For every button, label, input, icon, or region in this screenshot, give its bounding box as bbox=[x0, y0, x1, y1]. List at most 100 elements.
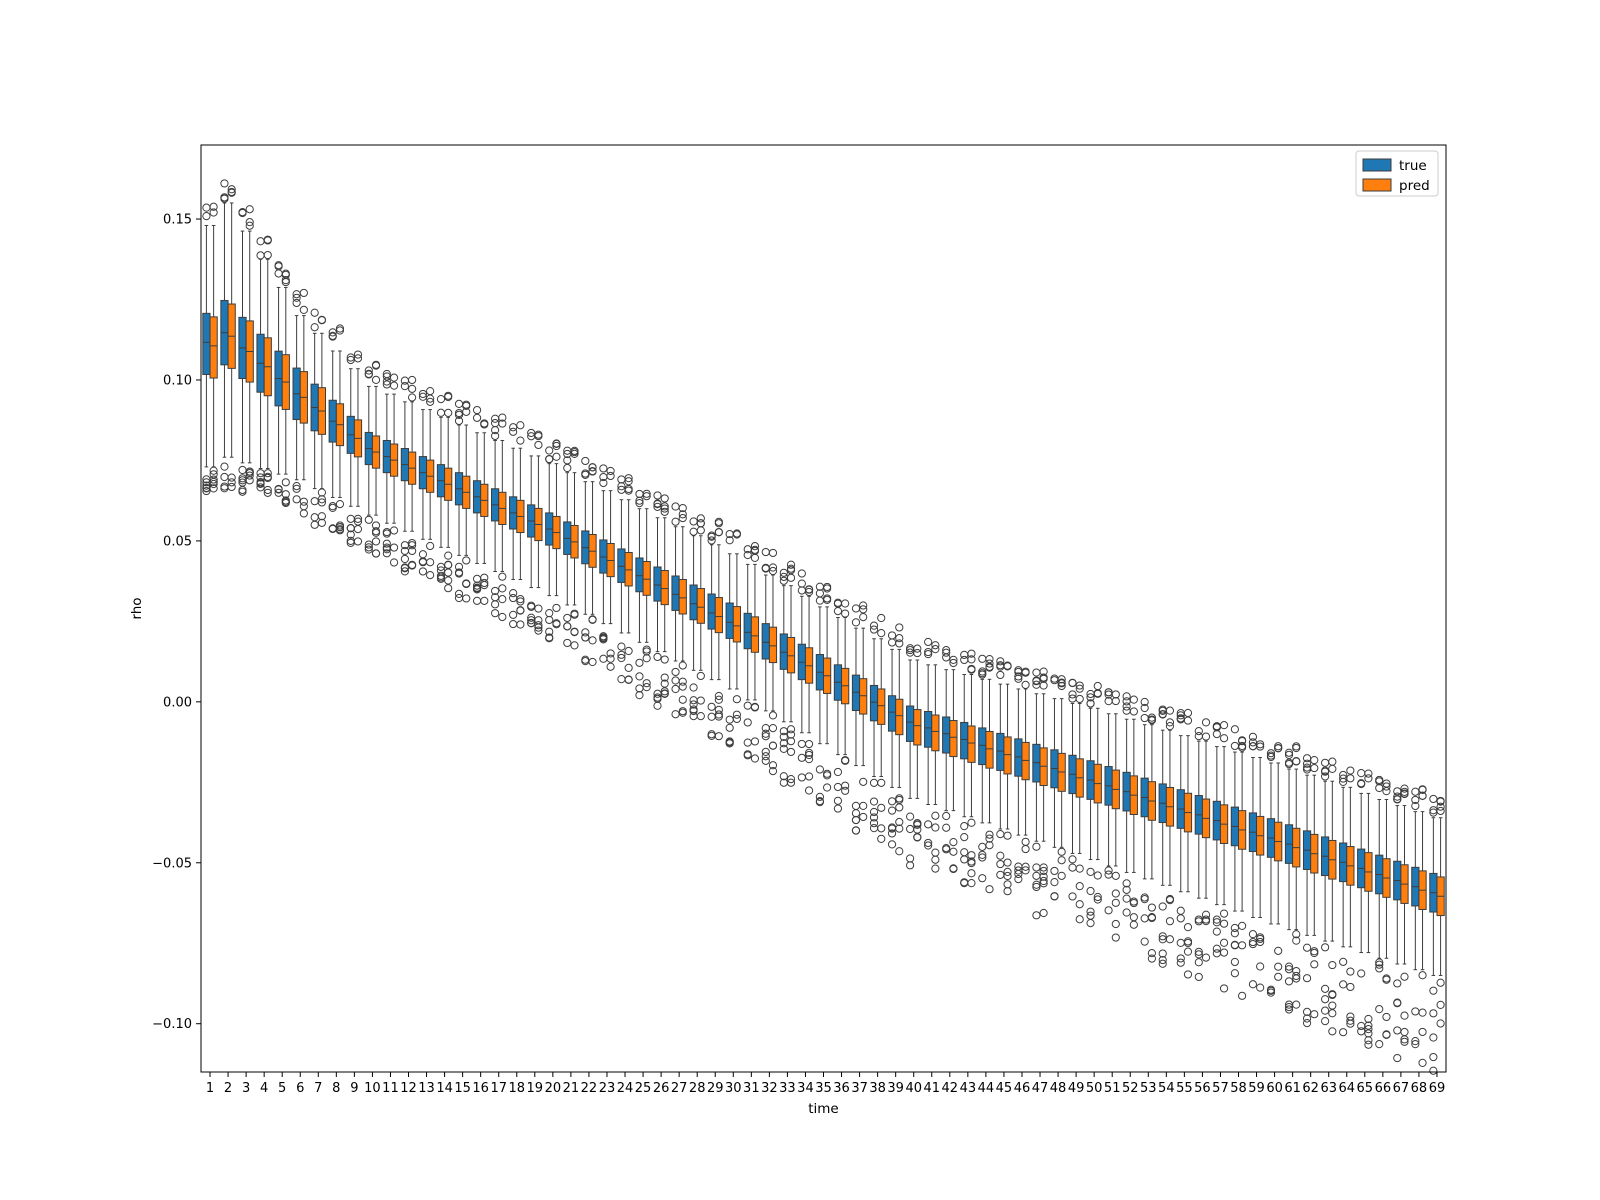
outlier-true-55 bbox=[1176, 714, 1185, 723]
outlier-pred-56 bbox=[1201, 732, 1211, 741]
outlier-pred-32 bbox=[768, 548, 778, 558]
outlier-true-20 bbox=[545, 446, 554, 455]
outlier-pred-57 bbox=[1219, 909, 1229, 918]
outlier-pred-25 bbox=[642, 489, 651, 498]
x-tick-label: 7 bbox=[314, 1081, 322, 1096]
outlier-pred-60 bbox=[1274, 744, 1283, 753]
outlier-pred-5 bbox=[281, 276, 290, 285]
outlier-pred-61 bbox=[1292, 966, 1301, 976]
outlier-true-34 bbox=[797, 773, 806, 782]
outlier-true-27 bbox=[671, 502, 680, 511]
outlier-pred-55 bbox=[1183, 923, 1193, 932]
outlier-true-2 bbox=[220, 179, 229, 188]
outlier-pred-1 bbox=[209, 484, 218, 493]
outlier-pred-44 bbox=[985, 659, 994, 668]
outlier-pred-63 bbox=[1328, 960, 1337, 970]
x-tick-label: 10 bbox=[364, 1081, 381, 1096]
outlier-true-25 bbox=[635, 499, 644, 508]
outlier-true-5 bbox=[274, 261, 283, 270]
outlier-true-59 bbox=[1248, 732, 1258, 741]
outlier-true-13 bbox=[418, 550, 428, 559]
x-tick-label: 48 bbox=[1050, 1081, 1067, 1096]
x-tick-label: 42 bbox=[942, 1081, 959, 1096]
outlier-pred-2 bbox=[227, 185, 236, 194]
outlier-true-63 bbox=[1321, 984, 1330, 993]
outlier-true-66 bbox=[1375, 964, 1384, 973]
outlier-pred-53 bbox=[1147, 713, 1156, 722]
outlier-pred-29 bbox=[714, 691, 723, 701]
outlier-true-41 bbox=[924, 820, 933, 829]
outlier-pred-34 bbox=[804, 772, 814, 781]
outlier-pred-57 bbox=[1219, 721, 1229, 730]
outlier-pred-22 bbox=[588, 463, 597, 472]
outlier-pred-1 bbox=[209, 208, 218, 217]
outlier-true-28 bbox=[689, 712, 698, 721]
outlier-pred-9 bbox=[353, 537, 363, 546]
x-tick-label: 57 bbox=[1212, 1081, 1229, 1096]
outlier-pred-22 bbox=[588, 467, 597, 476]
outlier-true-20 bbox=[545, 633, 554, 642]
outlier-pred-20 bbox=[552, 439, 561, 448]
outlier-true-39 bbox=[887, 638, 897, 647]
box-true-29 bbox=[707, 593, 716, 630]
outlier-true-44 bbox=[978, 850, 987, 859]
outlier-true-57 bbox=[1212, 729, 1221, 739]
outlier-true-63 bbox=[1321, 767, 1330, 776]
outlier-true-12 bbox=[400, 382, 409, 391]
outlier-true-46 bbox=[1014, 667, 1023, 677]
outlier-true-44 bbox=[978, 842, 987, 851]
box-pred-24 bbox=[624, 551, 633, 587]
box-pred-39 bbox=[895, 698, 904, 736]
outlier-pred-57 bbox=[1219, 984, 1229, 993]
outlier-true-63 bbox=[1321, 772, 1330, 781]
outlier-true-4 bbox=[256, 237, 265, 246]
outlier-pred-43 bbox=[967, 665, 976, 674]
box-pred-40 bbox=[913, 709, 922, 746]
outlier-true-17 bbox=[491, 426, 500, 435]
outlier-pred-40 bbox=[913, 648, 922, 658]
outlier-pred-57 bbox=[1219, 948, 1229, 957]
x-tick-label: 69 bbox=[1429, 1081, 1446, 1096]
outlier-pred-34 bbox=[804, 739, 814, 749]
outlier-true-60 bbox=[1266, 749, 1276, 758]
outlier-pred-64 bbox=[1346, 774, 1355, 783]
outlier-pred-34 bbox=[804, 585, 814, 594]
outlier-pred-54 bbox=[1165, 935, 1175, 944]
outlier-pred-33 bbox=[786, 737, 796, 746]
outlier-pred-61 bbox=[1292, 936, 1301, 945]
outlier-pred-47 bbox=[1039, 866, 1048, 876]
outlier-pred-48 bbox=[1057, 847, 1066, 856]
y-tick-label: 0.00 bbox=[163, 695, 192, 710]
outlier-true-42 bbox=[942, 646, 951, 655]
outlier-pred-45 bbox=[1003, 858, 1012, 867]
outlier-pred-26 bbox=[660, 494, 669, 503]
outlier-pred-45 bbox=[1003, 662, 1012, 671]
x-tick-label: 45 bbox=[996, 1081, 1013, 1096]
outlier-true-67 bbox=[1393, 1026, 1402, 1035]
outlier-pred-9 bbox=[353, 350, 363, 359]
outlier-pred-4 bbox=[263, 250, 272, 260]
outlier-pred-45 bbox=[1003, 867, 1012, 877]
outlier-true-9 bbox=[346, 514, 355, 523]
outlier-pred-11 bbox=[389, 558, 399, 567]
x-tick-label: 22 bbox=[581, 1081, 598, 1096]
outlier-true-57 bbox=[1212, 915, 1221, 924]
outlier-true-48 bbox=[1050, 878, 1059, 887]
x-tick-label: 28 bbox=[689, 1081, 706, 1096]
outlier-pred-51 bbox=[1111, 871, 1120, 880]
outlier-pred-69 bbox=[1436, 1000, 1445, 1009]
outlier-true-21 bbox=[563, 622, 572, 631]
outlier-true-19 bbox=[527, 613, 536, 622]
outlier-pred-35 bbox=[823, 769, 832, 778]
box-true-43 bbox=[960, 721, 969, 760]
outlier-true-25 bbox=[635, 658, 644, 667]
outlier-pred-20 bbox=[552, 441, 561, 451]
outlier-true-35 bbox=[815, 596, 824, 605]
outlier-pred-8 bbox=[335, 499, 345, 509]
outlier-true-40 bbox=[906, 812, 915, 821]
outlier-pred-47 bbox=[1039, 876, 1048, 886]
outlier-true-20 bbox=[545, 615, 554, 625]
outlier-true-27 bbox=[671, 710, 680, 719]
outlier-true-59 bbox=[1248, 980, 1258, 989]
outlier-true-50 bbox=[1086, 693, 1095, 702]
